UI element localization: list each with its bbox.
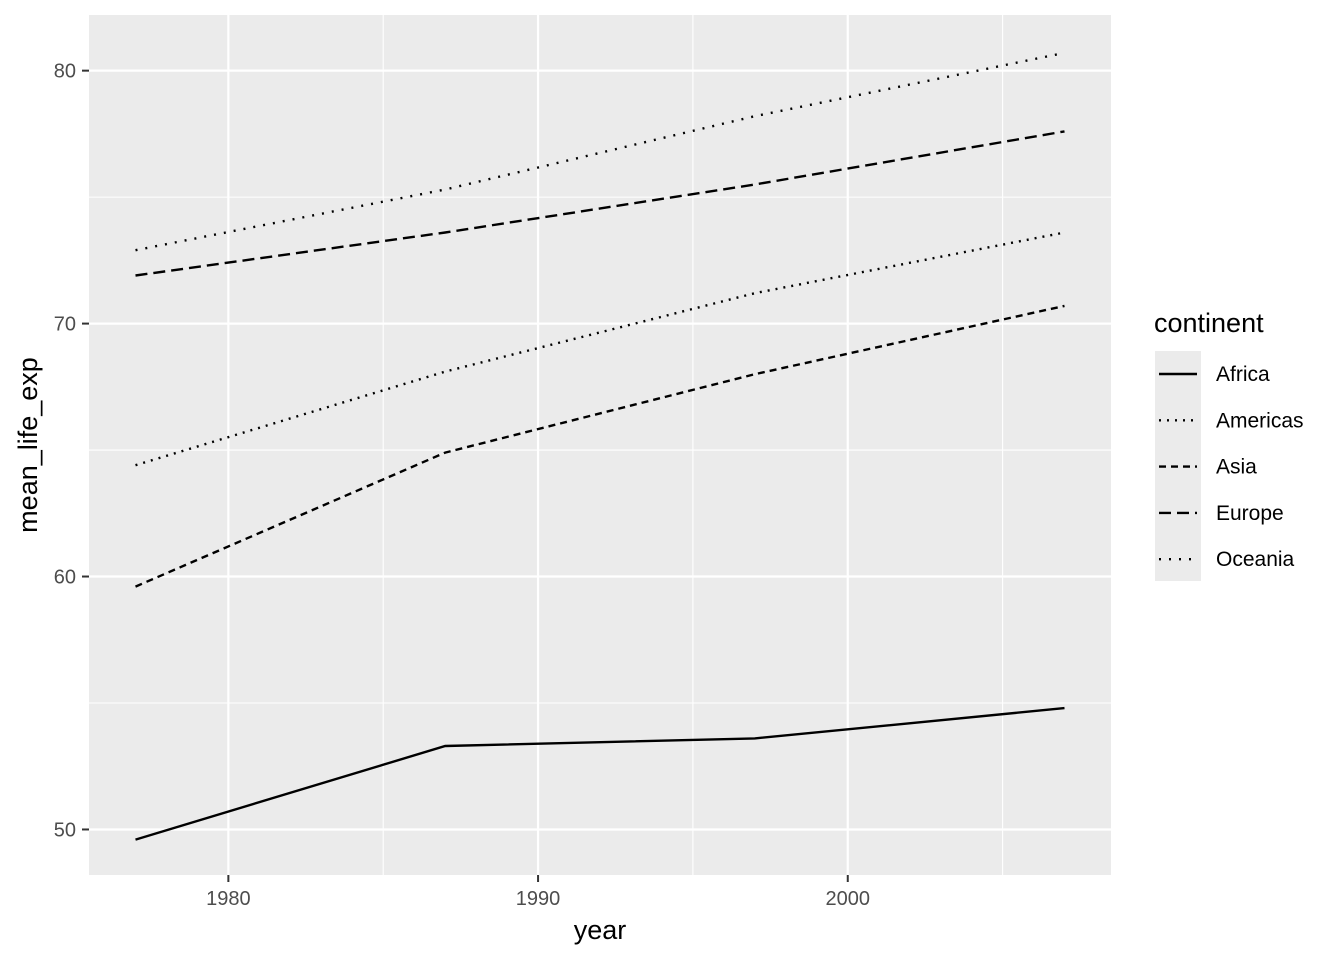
legend-label-americas: Americas (1216, 409, 1304, 432)
y-tick-label: 70 (54, 314, 76, 336)
plot-panel (89, 15, 1111, 875)
legend-label-oceania: Oceania (1216, 548, 1295, 571)
x-tick-label: 1980 (206, 888, 251, 910)
legend-label-africa: Africa (1216, 363, 1270, 386)
legend-title: continent (1154, 308, 1264, 338)
legend-label-asia: Asia (1216, 456, 1257, 479)
legend-items: Africa Americas Asia Europe Oceania (1159, 363, 1304, 571)
y-tick-label: 80 (54, 61, 76, 83)
legend: continent Africa Americas Asia Europe Oceani… (1154, 308, 1304, 581)
x-tick-label: 2000 (826, 888, 871, 910)
series-line-oceania (135, 51, 1065, 252)
series-line-americas (135, 231, 1065, 467)
series-line-asia (135, 304, 1065, 588)
series-line-africa (135, 706, 1065, 841)
y-axis: 50 60 70 80 (54, 61, 89, 841)
series-lines (135, 51, 1065, 841)
y-tick-label: 50 (54, 819, 76, 841)
legend-label-europe: Europe (1216, 502, 1284, 525)
minor-grid (89, 15, 1111, 875)
x-tick-label: 1990 (516, 888, 561, 910)
y-axis-title: mean_life_exp (13, 357, 43, 533)
major-grid (89, 15, 1111, 875)
series-line-europe (135, 130, 1065, 277)
y-tick-label: 60 (54, 567, 76, 589)
x-axis: 1980 1990 2000 (206, 875, 870, 910)
x-axis-title: year (574, 915, 627, 945)
